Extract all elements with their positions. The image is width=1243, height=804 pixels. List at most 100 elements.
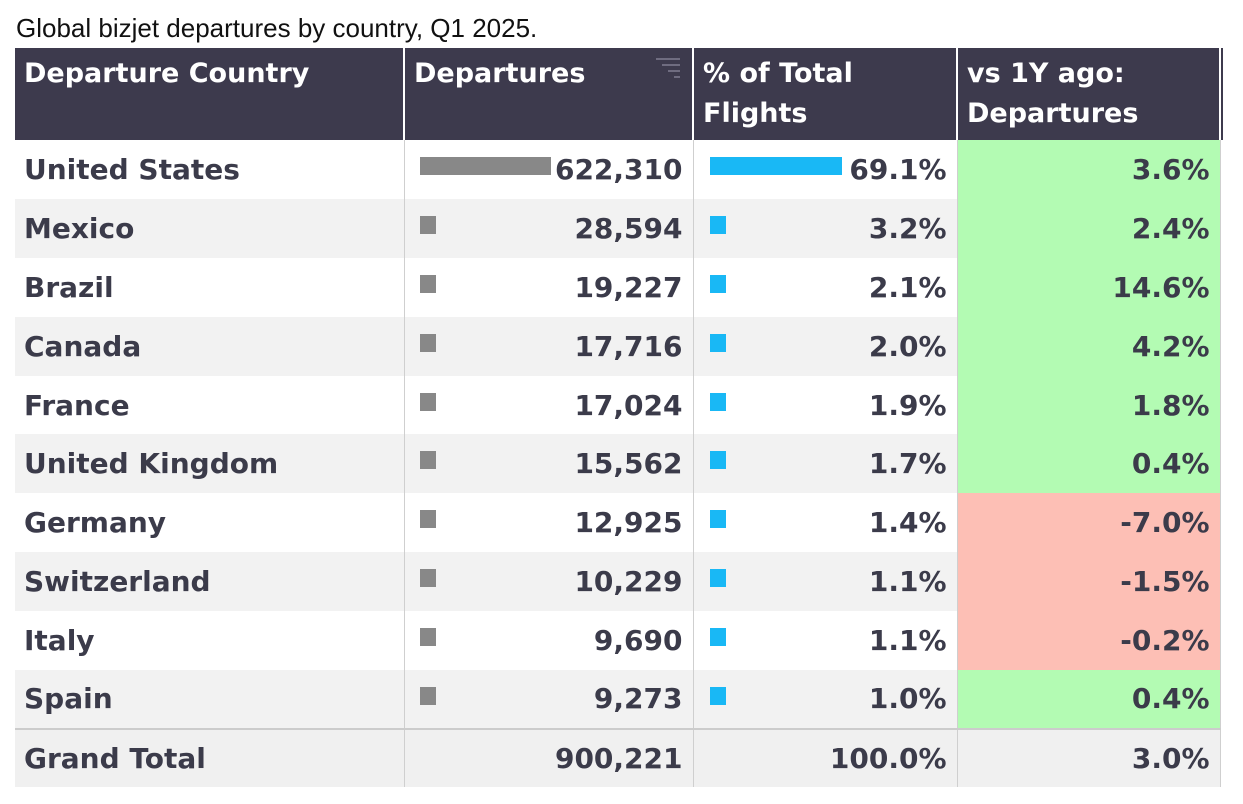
table-body: United States 622,310 69.1% 3.6% Mexico 28,59… (15, 140, 1223, 729)
header-country[interactable]: Departure Country (15, 48, 405, 140)
header-edge (1220, 48, 1223, 140)
row-edge (1220, 375, 1223, 435)
departures-value: 12,925 (574, 506, 683, 540)
cell-country: Mexico (15, 198, 405, 258)
pct-total-bar (709, 510, 726, 529)
pct-total-bar (709, 451, 726, 470)
cell-pct-total: 2.1% (693, 257, 958, 317)
cell-yoy: -7.0% (957, 493, 1221, 553)
cell-yoy: -0.2% (957, 611, 1221, 671)
header-yoy-line2: Departures (967, 98, 1139, 129)
pct-total-bar (709, 569, 726, 588)
pct-total-value: 3.2% (868, 211, 947, 245)
departures-value: 9,273 (593, 682, 683, 716)
departures-bar (419, 451, 436, 470)
pct-total-bar (709, 392, 726, 411)
cell-yoy: -1.5% (957, 552, 1221, 612)
pct-total-value: 2.0% (868, 329, 947, 363)
cell-yoy: 2.4% (957, 198, 1221, 258)
departures-value: 9,690 (593, 624, 683, 658)
table-row: United Kingdom 15,562 1.7% 0.4% (15, 434, 1223, 494)
cell-pct-total: 3.2% (693, 198, 958, 258)
pct-total-bar (709, 157, 842, 175)
pct-total-value: 1.9% (868, 388, 947, 422)
departures-bar (419, 333, 436, 352)
row-edge (1220, 611, 1223, 671)
table-row: Italy 9,690 1.1% -0.2% (15, 611, 1223, 671)
row-edge (1220, 670, 1223, 729)
sort-descending-icon[interactable] (656, 58, 680, 80)
pct-total-value: 1.1% (868, 565, 947, 599)
cell-yoy: 3.6% (957, 140, 1221, 199)
header-yoy-line1: vs 1Y ago: (967, 58, 1125, 89)
departures-bar (419, 157, 551, 175)
header-row: Departure Country Departures % of Total F… (15, 48, 1223, 140)
departures-bar (419, 274, 436, 293)
departures-value: 28,594 (574, 211, 683, 245)
row-edge (1220, 493, 1223, 553)
cell-pct-total: 1.9% (693, 375, 958, 435)
pct-total-value: 69.1% (849, 152, 947, 186)
cell-country: Brazil (15, 257, 405, 317)
departures-value: 10,229 (574, 565, 683, 599)
cell-pct-total: 69.1% (693, 140, 958, 199)
departures-value: 622,310 (554, 152, 683, 186)
cell-pct-total: 1.1% (693, 552, 958, 612)
cell-pct-total: 1.4% (693, 493, 958, 553)
table-caption: Global bizjet departures by country, Q1 … (16, 13, 538, 43)
pct-total-value: 1.1% (868, 624, 947, 658)
header-yoy[interactable]: vs 1Y ago: Departures (957, 48, 1221, 140)
pct-total-bar (709, 628, 726, 647)
pct-total-bar (709, 215, 726, 234)
departures-table: Departure Country Departures % of Total F… (15, 48, 1223, 787)
table-row: Brazil 19,227 2.1% 14.6% (15, 257, 1223, 317)
header-pct-total[interactable]: % of Total Flights (693, 48, 958, 140)
cell-country: Germany (15, 493, 405, 553)
pct-total-value: 1.0% (868, 682, 947, 716)
pct-total-bar (709, 274, 726, 293)
table-row: Spain 9,273 1.0% 0.4% (15, 670, 1223, 729)
row-edge (1220, 140, 1223, 199)
grand-total-pct: 100.0% (693, 727, 958, 787)
grand-total-edge (1220, 728, 1223, 787)
departures-bar (419, 628, 436, 647)
cell-departures: 17,716 (404, 316, 694, 376)
pct-total-value: 2.1% (868, 270, 947, 304)
header-departures[interactable]: Departures (404, 48, 694, 140)
cell-yoy: 4.2% (957, 316, 1221, 376)
row-edge (1220, 257, 1223, 317)
cell-country: Canada (15, 316, 405, 376)
departures-bar (419, 392, 436, 411)
table-row: France 17,024 1.9% 1.8% (15, 375, 1223, 435)
row-edge (1220, 316, 1223, 376)
cell-country: Spain (15, 670, 405, 729)
header-pct-line2: Flights (703, 98, 808, 129)
grand-total-departures: 900,221 (404, 727, 694, 787)
cell-country: Italy (15, 611, 405, 671)
cell-departures: 15,562 (404, 434, 694, 494)
table-row: Germany 12,925 1.4% -7.0% (15, 493, 1223, 553)
cell-yoy: 14.6% (957, 257, 1221, 317)
cell-departures: 12,925 (404, 493, 694, 553)
departures-value: 17,024 (574, 388, 683, 422)
table-row: Mexico 28,594 3.2% 2.4% (15, 198, 1223, 258)
grand-total-row: Grand Total 900,221 100.0% 3.0% (15, 727, 1223, 787)
cell-departures: 10,229 (404, 552, 694, 612)
departures-bar (419, 687, 436, 706)
header-departures-label: Departures (414, 58, 586, 89)
departures-bar (419, 215, 436, 234)
cell-yoy: 0.4% (957, 670, 1221, 729)
grand-total-yoy: 3.0% (957, 727, 1221, 787)
cell-departures: 19,227 (404, 257, 694, 317)
cell-pct-total: 1.7% (693, 434, 958, 494)
cell-departures: 622,310 (404, 140, 694, 199)
header-country-label: Departure Country (24, 58, 310, 89)
row-edge (1220, 434, 1223, 494)
row-edge (1220, 198, 1223, 258)
departures-value: 17,716 (574, 329, 683, 363)
cell-departures: 28,594 (404, 198, 694, 258)
cell-yoy: 0.4% (957, 434, 1221, 494)
cell-country: United States (15, 140, 405, 199)
cell-departures: 9,273 (404, 670, 694, 729)
pct-total-bar (709, 333, 726, 352)
